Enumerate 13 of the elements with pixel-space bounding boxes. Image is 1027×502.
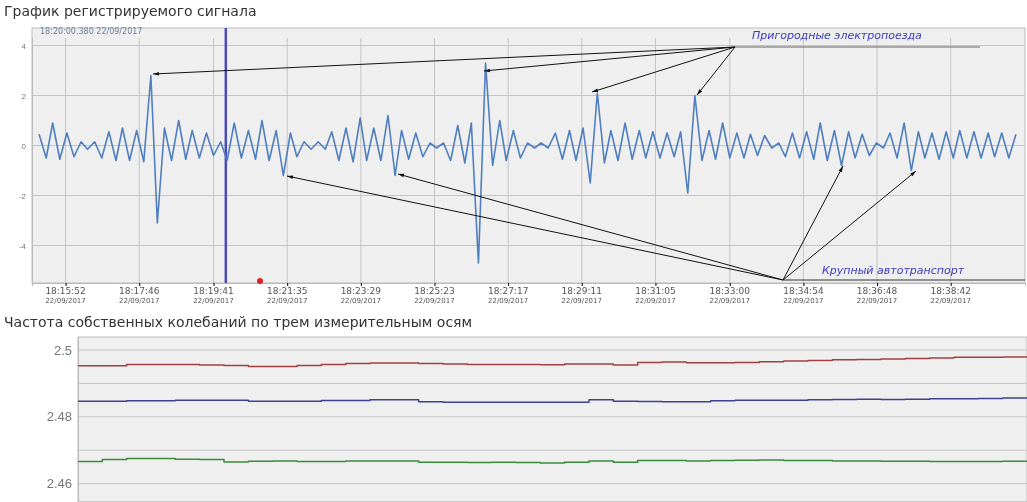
text: 18:20:00.380 22/09/2017 bbox=[40, 27, 143, 36]
chart-title: Частота собственных колебаний по трем измерительным осям bbox=[4, 314, 473, 330]
y-tick-label: 2 bbox=[21, 91, 27, 101]
y-tick-label: 2.5 bbox=[53, 342, 72, 358]
y-tick-label: -4 bbox=[18, 241, 27, 251]
y-tick-label: 2.46 bbox=[46, 476, 72, 492]
y-tick-label: 4 bbox=[21, 41, 27, 51]
y-tick-label: 2.48 bbox=[46, 409, 72, 425]
chart-title: График регистрируемого сигнала bbox=[4, 3, 257, 19]
annotation: Пригородные электропоезда bbox=[752, 29, 923, 42]
annotation: Крупный автотранспорт bbox=[822, 264, 965, 277]
y-tick-label: 0 bbox=[21, 141, 27, 151]
y-tick-label: -2 bbox=[18, 191, 27, 201]
